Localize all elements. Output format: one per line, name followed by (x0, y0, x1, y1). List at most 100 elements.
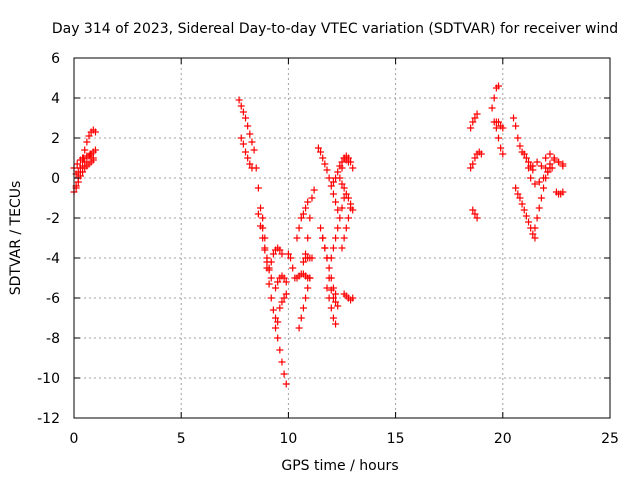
x-tick-label: 15 (387, 431, 405, 447)
data-point (512, 122, 520, 130)
data-point (295, 224, 303, 232)
data-point (510, 114, 518, 122)
data-point (329, 178, 337, 186)
data-point (306, 214, 314, 222)
data-point (525, 158, 533, 166)
data-point (250, 146, 258, 154)
data-point (278, 358, 286, 366)
data-point (323, 284, 331, 292)
series-arc-09b (254, 210, 275, 282)
series-arc-21a (510, 114, 537, 174)
data-point (85, 132, 93, 140)
data-point (91, 146, 99, 154)
data-point (242, 148, 250, 156)
series-arc-13b (338, 180, 357, 214)
data-point (495, 82, 503, 90)
data-point (297, 314, 305, 322)
data-point (336, 174, 344, 182)
data-point (254, 210, 262, 218)
data-point (344, 214, 352, 222)
data-point (74, 178, 82, 186)
data-point (276, 304, 284, 312)
data-point (278, 298, 286, 306)
data-point (304, 234, 312, 242)
x-axis-label: GPS time / hours (281, 458, 398, 474)
data-point (282, 380, 290, 388)
data-point (347, 158, 355, 166)
data-point (533, 158, 541, 166)
data-point (497, 144, 505, 152)
series-arc-10b (276, 290, 290, 312)
x-tick-label: 5 (177, 431, 186, 447)
data-point (325, 264, 333, 272)
data-point (514, 134, 522, 142)
data-point (86, 150, 94, 158)
data-point (334, 206, 342, 214)
y-tick-label: -8 (46, 331, 60, 347)
data-point (83, 138, 91, 146)
data-point (338, 180, 346, 188)
data-point (531, 180, 539, 188)
series-arc-00c (72, 156, 97, 192)
series-arc-21b (512, 184, 539, 242)
data-point (244, 122, 252, 130)
data-point (272, 324, 280, 332)
data-point (334, 168, 342, 176)
data-point (535, 204, 543, 212)
data-point (329, 314, 337, 322)
data-point (242, 114, 250, 122)
data-point (319, 234, 327, 242)
data-point (527, 174, 535, 182)
data-point (274, 318, 282, 326)
data-point (282, 290, 290, 298)
data-point (347, 200, 355, 208)
data-point (310, 186, 318, 194)
data-point (477, 150, 485, 158)
data-point (490, 94, 498, 102)
data-point (289, 264, 297, 272)
data-point (91, 128, 99, 136)
data-point (473, 110, 481, 118)
series-arc-13c (340, 290, 357, 304)
series-arc-08b (237, 134, 256, 172)
series-arc-09a (252, 164, 282, 326)
data-point (323, 166, 331, 174)
data-point (246, 160, 254, 168)
y-tick-label: 4 (51, 91, 60, 107)
data-point (499, 150, 507, 158)
data-point (349, 206, 357, 214)
data-point (295, 324, 303, 332)
data-point (89, 154, 97, 162)
data-point (317, 148, 325, 156)
series-arc-11a (295, 274, 314, 332)
series-arc-12d (323, 284, 340, 328)
data-point (471, 154, 479, 162)
data-point (302, 204, 310, 212)
series-arc-10a (272, 324, 290, 388)
data-point (272, 314, 280, 322)
data-point (535, 178, 543, 186)
data-point (299, 258, 307, 266)
data-point (327, 254, 335, 262)
data-point (542, 174, 550, 182)
y-tick-label: -6 (46, 291, 60, 307)
series-arc-08a (235, 96, 258, 154)
data-point (317, 224, 325, 232)
data-point (325, 174, 333, 182)
data-point (261, 246, 269, 254)
data-point (559, 162, 567, 170)
data-point (327, 182, 335, 190)
plot-frame (73, 57, 611, 419)
data-point (338, 204, 346, 212)
data-points (70, 82, 567, 388)
data-point (304, 284, 312, 292)
data-point (349, 164, 357, 172)
y-axis-label: SDTVAR / TECUs (8, 181, 24, 296)
series-arc-12a (314, 144, 342, 214)
y-tick-label: 6 (51, 51, 60, 67)
series-arc-18b (467, 148, 485, 172)
data-point (342, 190, 350, 198)
data-point (520, 206, 528, 214)
y-tick-label: 0 (51, 171, 60, 187)
data-point (321, 244, 329, 252)
